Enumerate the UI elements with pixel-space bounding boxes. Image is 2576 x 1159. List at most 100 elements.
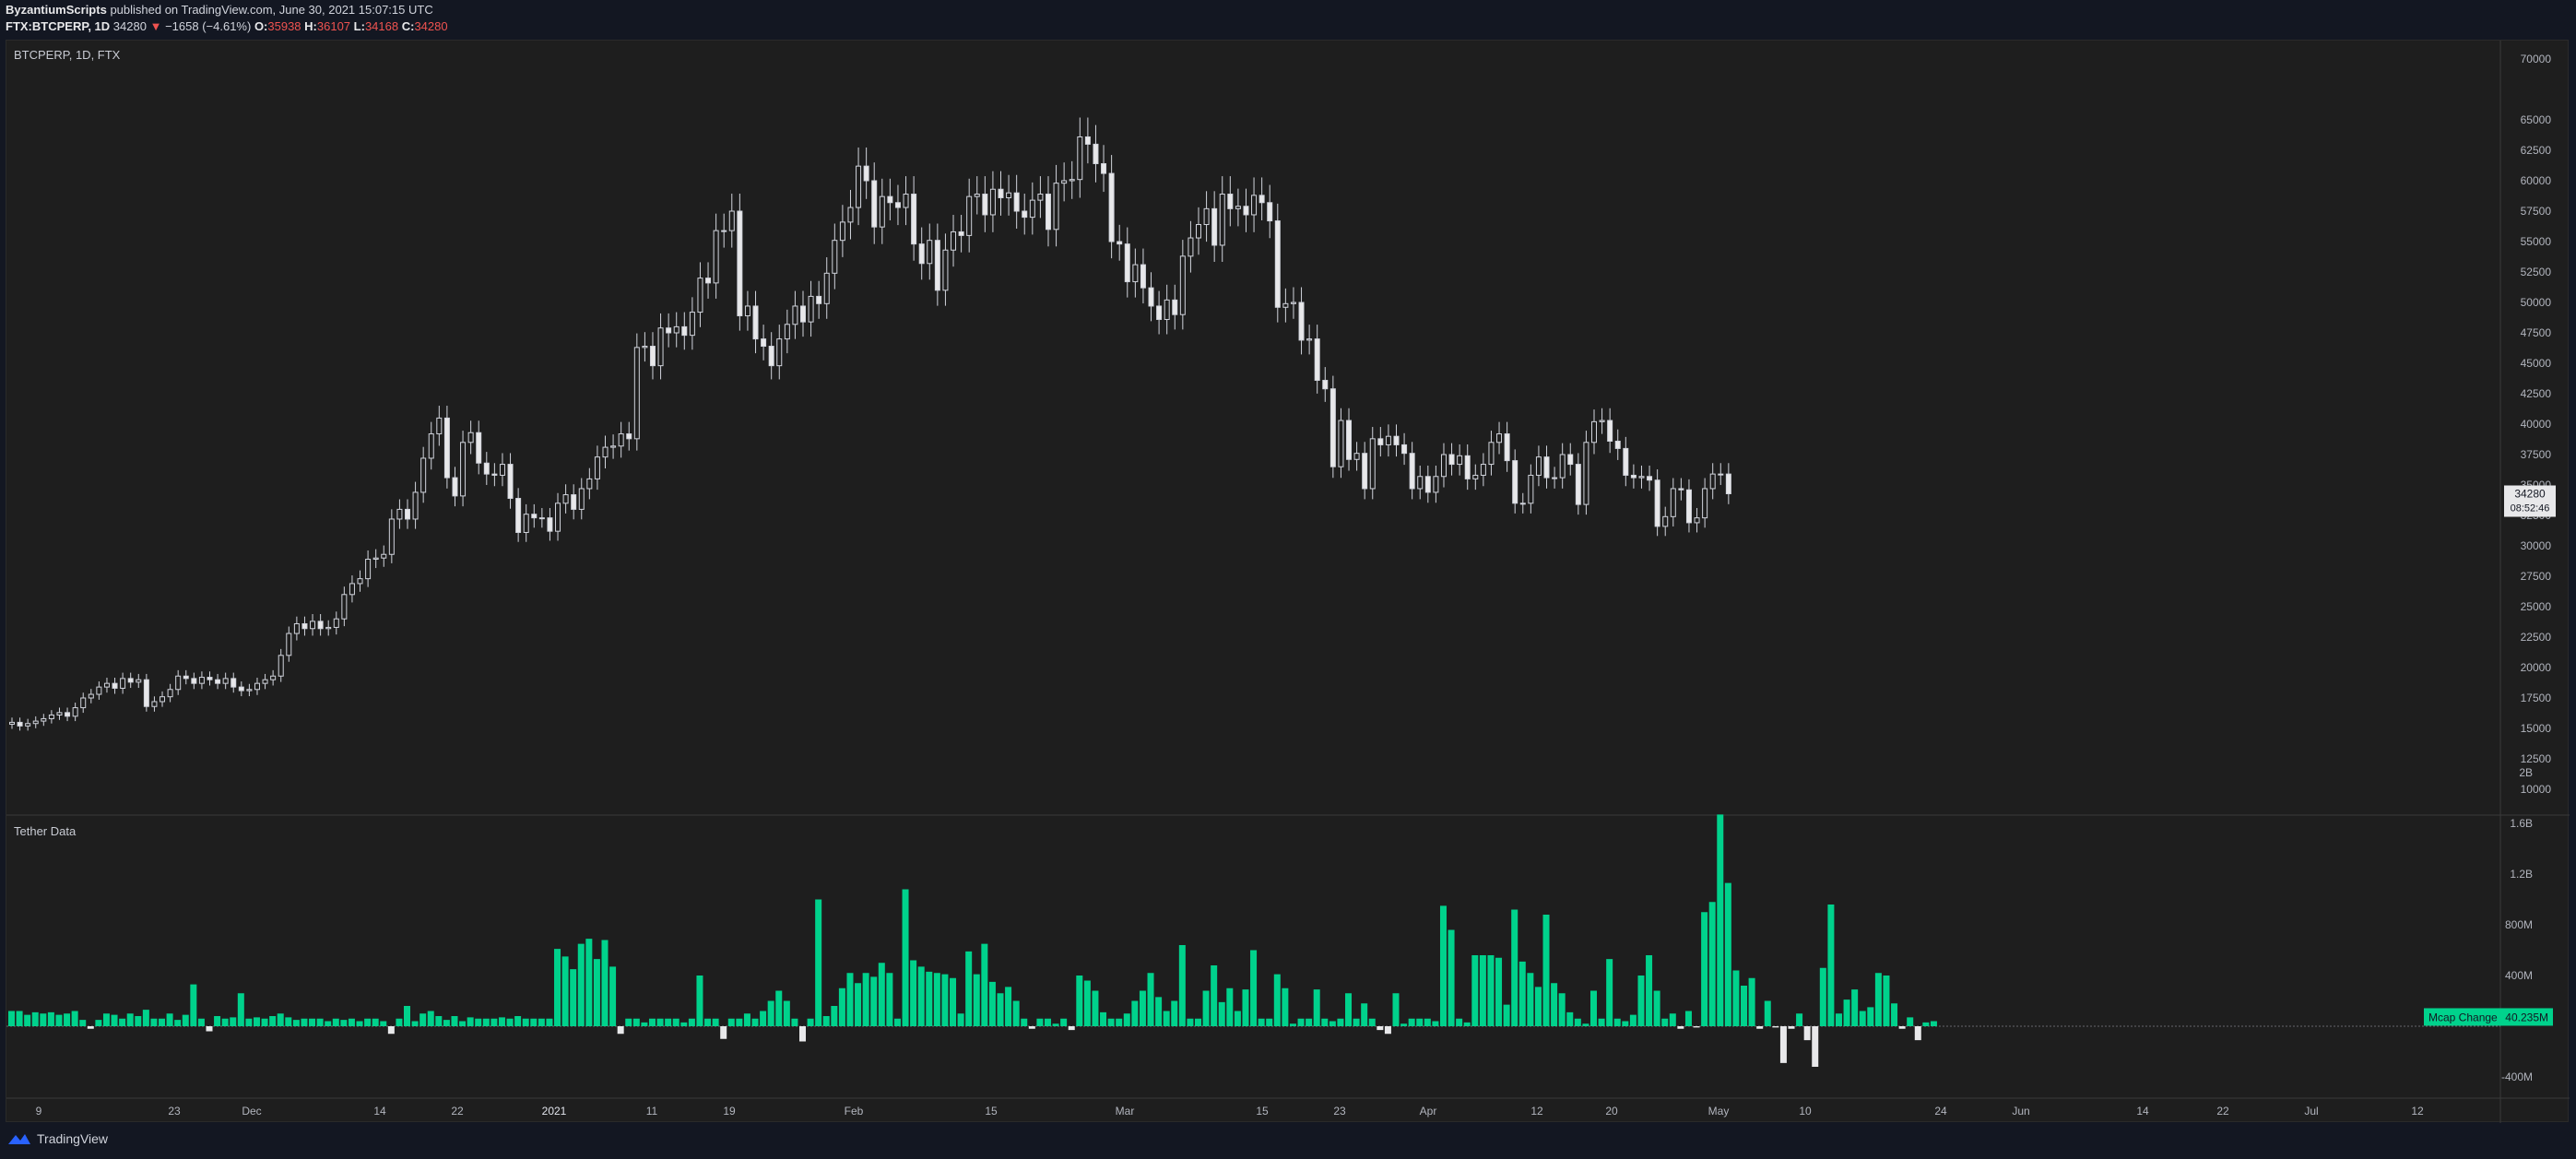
candle-down bbox=[768, 346, 774, 367]
candle-up bbox=[856, 165, 862, 208]
chart-svg[interactable]: BTCPERP, 1D, FTX Tether Data 70000 65000 625… bbox=[6, 41, 2570, 1123]
candle-up bbox=[974, 194, 980, 197]
tether-bar bbox=[625, 1018, 632, 1026]
tether-bar bbox=[1021, 1018, 1028, 1026]
date-tick-label: 23 bbox=[1333, 1105, 1346, 1118]
tether-pane-title: Tether Data bbox=[14, 824, 77, 838]
date-tick-label: 15 bbox=[985, 1105, 998, 1118]
tether-bar bbox=[1835, 1013, 1842, 1026]
tether-bar bbox=[64, 1013, 71, 1026]
candle-up bbox=[823, 272, 830, 304]
price-tick-label: 45000 bbox=[2521, 357, 2552, 370]
tether-bar bbox=[546, 1018, 553, 1026]
candle-up bbox=[1069, 179, 1075, 182]
tether-bar bbox=[1812, 1026, 1819, 1067]
brand-label: TradingView bbox=[37, 1131, 109, 1146]
tether-bar bbox=[1843, 999, 1850, 1026]
price-tick-label: 65000 bbox=[2521, 113, 2552, 126]
candle-up bbox=[1440, 454, 1447, 478]
tether-bar bbox=[696, 976, 703, 1026]
candle-down bbox=[1362, 453, 1368, 490]
price-tick-label: 40000 bbox=[2521, 418, 2552, 431]
price-tick-label: 10000 bbox=[2521, 783, 2552, 796]
date-tick-label: Apr bbox=[1420, 1105, 1437, 1118]
candle-down bbox=[737, 210, 743, 317]
candle-up bbox=[1662, 515, 1669, 527]
tether-bar bbox=[736, 1018, 743, 1026]
candle-down bbox=[1654, 479, 1660, 527]
candle-up bbox=[160, 696, 166, 703]
candle-down bbox=[1274, 220, 1281, 308]
tether-bar bbox=[1684, 1011, 1692, 1026]
candle-up bbox=[167, 689, 173, 698]
tether-bar bbox=[1250, 950, 1258, 1026]
candle-up bbox=[673, 325, 679, 334]
candle-down bbox=[863, 165, 869, 182]
tether-bar bbox=[1123, 1013, 1130, 1026]
tether-bar bbox=[277, 1013, 284, 1026]
tether-bar bbox=[261, 1018, 268, 1026]
tether-bar bbox=[285, 1017, 292, 1026]
tether-bar bbox=[1748, 977, 1755, 1026]
candle-up bbox=[1552, 477, 1558, 479]
tether-bar bbox=[554, 949, 561, 1026]
tether-bar bbox=[102, 1013, 110, 1026]
tether-bar bbox=[380, 1021, 387, 1026]
candle-up bbox=[460, 442, 467, 497]
candle-up bbox=[927, 240, 933, 265]
price-tick-label: 55000 bbox=[2521, 235, 2552, 248]
candle-up bbox=[48, 714, 54, 719]
candle-up bbox=[1591, 420, 1597, 443]
tether-bar bbox=[427, 1011, 434, 1026]
candle-down bbox=[1678, 488, 1684, 491]
price-tick-label: 37500 bbox=[2521, 448, 2552, 461]
tether-bar bbox=[1439, 905, 1447, 1026]
candle-up bbox=[412, 491, 419, 520]
tether-bar bbox=[1677, 1026, 1684, 1029]
candle-up bbox=[776, 338, 783, 367]
tether-bar bbox=[1518, 961, 1526, 1026]
tether-bar bbox=[1368, 1018, 1376, 1026]
candle-up bbox=[325, 626, 332, 630]
candle-up bbox=[1694, 517, 1700, 524]
tether-bar bbox=[902, 889, 909, 1026]
footer-brand[interactable]: TradingView bbox=[7, 1131, 108, 1146]
candle-up bbox=[1132, 264, 1139, 283]
candle-down bbox=[1424, 476, 1431, 493]
candle-up bbox=[365, 559, 372, 580]
candle-down bbox=[207, 677, 213, 680]
tether-bar bbox=[1741, 986, 1748, 1026]
tether-bar bbox=[704, 1018, 712, 1026]
tether-bar bbox=[332, 1018, 339, 1026]
candle-up bbox=[136, 679, 142, 683]
tether-bar bbox=[997, 993, 1004, 1026]
tether-bar bbox=[459, 1021, 467, 1026]
mcap-change-label-box bbox=[2424, 1008, 2553, 1026]
tether-bar bbox=[878, 963, 885, 1026]
candle-down bbox=[1108, 172, 1115, 242]
tether-bar bbox=[743, 1013, 750, 1026]
date-tick-label: 24 bbox=[1934, 1105, 1947, 1118]
price-tick-label: 30000 bbox=[2521, 539, 2552, 552]
candle-up bbox=[562, 494, 569, 504]
tether-bar bbox=[1028, 1026, 1035, 1029]
tether-bar bbox=[950, 977, 957, 1026]
candle-up bbox=[1519, 503, 1526, 505]
tether-tick-label: -400M bbox=[2501, 1070, 2533, 1083]
publish-line: ByzantiumScripts published on TradingVie… bbox=[6, 3, 433, 18]
candle-down bbox=[761, 338, 767, 348]
tether-bar bbox=[926, 971, 933, 1026]
candle-up bbox=[594, 456, 600, 479]
tether-bar bbox=[822, 1016, 830, 1026]
candle-down bbox=[1623, 447, 1629, 476]
chart-frame[interactable]: BTCPERP, 1D, FTX Tether Data 70000 65000 625… bbox=[6, 40, 2570, 1123]
candle-down bbox=[547, 517, 553, 532]
author-name[interactable]: ByzantiumScripts bbox=[6, 3, 107, 17]
candle-up bbox=[689, 312, 695, 337]
candle-up bbox=[1077, 136, 1083, 181]
date-tick-label: 19 bbox=[723, 1105, 736, 1118]
tether-bar bbox=[1211, 965, 1218, 1026]
candle-up bbox=[744, 305, 750, 317]
tether-bar bbox=[1116, 1018, 1123, 1026]
date-tick-label: Jun bbox=[2012, 1105, 2029, 1118]
